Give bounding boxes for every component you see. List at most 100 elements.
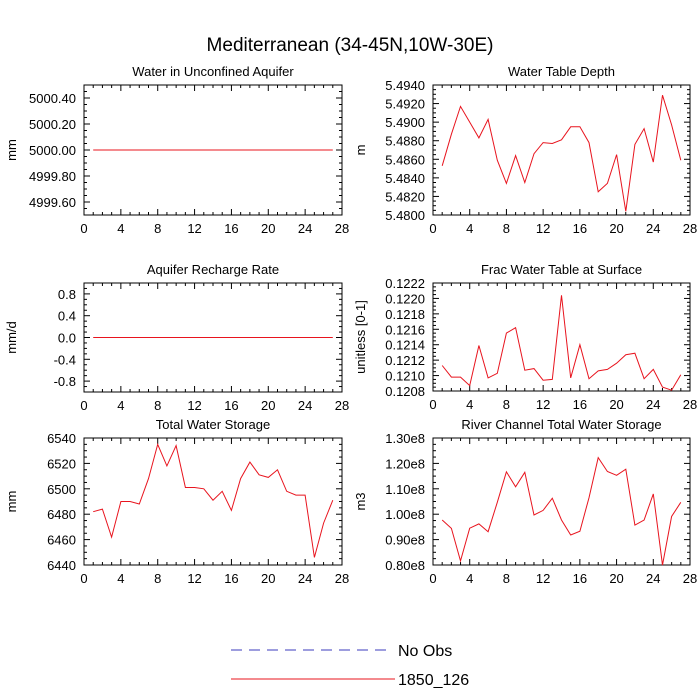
x-tick-label: 16 xyxy=(224,221,238,236)
x-tick-label: 0 xyxy=(429,397,436,412)
y-tick-label: 6480 xyxy=(47,507,76,522)
y-tick-label: 6520 xyxy=(47,456,76,471)
x-tick-label: 28 xyxy=(683,397,697,412)
x-tick-label: 8 xyxy=(503,221,510,236)
x-tick-label: 20 xyxy=(609,221,623,236)
x-tick-label: 24 xyxy=(298,221,312,236)
y-axis-label: mm xyxy=(4,139,19,161)
y-tick-label: 5.4940 xyxy=(385,78,425,93)
x-tick-label: 8 xyxy=(503,397,510,412)
y-tick-label: 5.4880 xyxy=(385,134,425,149)
panel-title: River Channel Total Water Storage xyxy=(461,417,661,432)
x-tick-label: 20 xyxy=(609,397,623,412)
x-tick-label: 4 xyxy=(466,221,473,236)
x-tick-label: 12 xyxy=(187,398,201,413)
x-tick-label: 0 xyxy=(80,221,87,236)
y-tick-label: 0.4 xyxy=(58,309,76,324)
x-tick-label: 4 xyxy=(466,397,473,412)
x-tick-label: 24 xyxy=(298,398,312,413)
y-tick-label: 0.1216 xyxy=(385,322,425,337)
x-tick-label: 4 xyxy=(117,221,124,236)
legend-label-no-obs: No Obs xyxy=(398,643,452,660)
x-tick-label: 20 xyxy=(261,221,275,236)
x-tick-label: 20 xyxy=(261,571,275,586)
x-tick-label: 8 xyxy=(503,571,510,586)
x-tick-label: 16 xyxy=(224,571,238,586)
x-tick-label: 28 xyxy=(335,221,349,236)
plot-frame xyxy=(432,84,691,216)
x-tick-label: 12 xyxy=(187,571,201,586)
panel-frac-water-table-at-surface: Frac Water Table at Surface unitless [0-1… xyxy=(353,262,697,412)
x-tick-label: 0 xyxy=(429,221,436,236)
y-tick-label: 6500 xyxy=(47,482,76,497)
panel-aquifer-recharge-rate: Aquifer Recharge Rate mm/d 0 4 8 12 16 20 24 28 -0… xyxy=(4,262,349,413)
panel-title: Frac Water Table at Surface xyxy=(481,262,642,277)
x-tick-label: 12 xyxy=(536,221,550,236)
x-tick-label: 0 xyxy=(429,571,436,586)
y-tick-label: 0.1218 xyxy=(385,307,425,322)
y-tick-label: 5.4920 xyxy=(385,97,425,112)
series-line-1850-126 xyxy=(441,95,682,212)
y-tick-label: 5.4840 xyxy=(385,171,425,186)
x-tick-label: 4 xyxy=(466,571,473,586)
y-tick-label: 5.4900 xyxy=(385,115,425,130)
y-tick-label: 5.4820 xyxy=(385,189,425,204)
x-tick-label: 16 xyxy=(573,221,587,236)
figure-title: Mediterranean (34-45N,10W-30E) xyxy=(207,35,494,56)
y-axis-label: mm/d xyxy=(4,321,19,354)
x-tick-label: 24 xyxy=(646,571,660,586)
panel-water-in-unconfined-aquifer: Water in Unconfined Aquifer mm 0 4 8 12 16 20 24… xyxy=(4,64,349,236)
panel-title: Water Table Depth xyxy=(508,64,615,79)
y-tick-label: 5000.00 xyxy=(29,143,76,158)
y-tick-label: 1.30e8 xyxy=(385,431,425,446)
legend-label-1850-126: 1850_126 xyxy=(398,672,469,689)
x-tick-label: 0 xyxy=(80,571,87,586)
x-tick-label: 16 xyxy=(573,397,587,412)
y-tick-label: 6440 xyxy=(47,558,76,573)
panel-water-table-depth: Water Table Depth m 0 4 8 12 16 20 24 28 5.4800 5.4… xyxy=(353,64,697,236)
y-tick-label: 0.8 xyxy=(58,287,76,302)
y-tick-label: -0.4 xyxy=(54,352,76,367)
x-tick-label: 28 xyxy=(683,221,697,236)
x-tick-label: 24 xyxy=(646,397,660,412)
x-tick-label: 28 xyxy=(683,571,697,586)
x-tick-label: 12 xyxy=(187,221,201,236)
y-tick-label: 6460 xyxy=(47,533,76,548)
y-tick-label: 0.1212 xyxy=(385,353,425,368)
series-line-1850-126 xyxy=(441,456,682,566)
y-axis-label: unitless [0-1] xyxy=(353,300,368,374)
x-tick-label: 0 xyxy=(80,398,87,413)
plot-frame xyxy=(432,437,691,566)
y-tick-label: 0.1208 xyxy=(385,384,425,399)
y-tick-label: 5.4860 xyxy=(385,152,425,167)
y-tick-label: 0.0 xyxy=(58,331,76,346)
y-axis-label: mm xyxy=(4,491,19,513)
series-line-1850-126 xyxy=(441,295,682,391)
panel-total-water-storage: Total Water Storage mm 0 4 8 12 16 20 24 28 6440 64… xyxy=(4,417,349,586)
y-tick-label: 0.1214 xyxy=(385,338,425,353)
panel-title: Total Water Storage xyxy=(156,417,270,432)
y-axis-label: m3 xyxy=(353,492,368,510)
y-axis-label: m xyxy=(353,145,368,156)
y-tick-label: 0.1210 xyxy=(385,369,425,384)
x-tick-label: 8 xyxy=(154,221,161,236)
y-tick-label: 1.00e8 xyxy=(385,507,425,522)
x-tick-label: 24 xyxy=(298,571,312,586)
y-tick-label: 0.80e8 xyxy=(385,558,425,573)
x-tick-label: 20 xyxy=(261,398,275,413)
y-tick-label: 0.1220 xyxy=(385,291,425,306)
y-tick-label: -0.8 xyxy=(54,374,76,389)
y-tick-label: 5000.20 xyxy=(29,117,76,132)
x-tick-label: 8 xyxy=(154,398,161,413)
y-tick-label: 5.4800 xyxy=(385,208,425,223)
y-tick-label: 6540 xyxy=(47,431,76,446)
y-tick-label: 1.10e8 xyxy=(385,482,425,497)
x-tick-label: 8 xyxy=(154,571,161,586)
panel-river-channel-total-water-storage: River Channel Total Water Storage m3 0 4 8 12… xyxy=(353,417,697,586)
series-line-1850-126 xyxy=(93,442,334,558)
panels: Water in Unconfined Aquifer mm 0 4 8 12 16 20 24… xyxy=(4,64,697,586)
x-tick-label: 4 xyxy=(117,398,124,413)
panel-title: Water in Unconfined Aquifer xyxy=(132,64,294,79)
y-tick-label: 0.1222 xyxy=(385,276,425,291)
